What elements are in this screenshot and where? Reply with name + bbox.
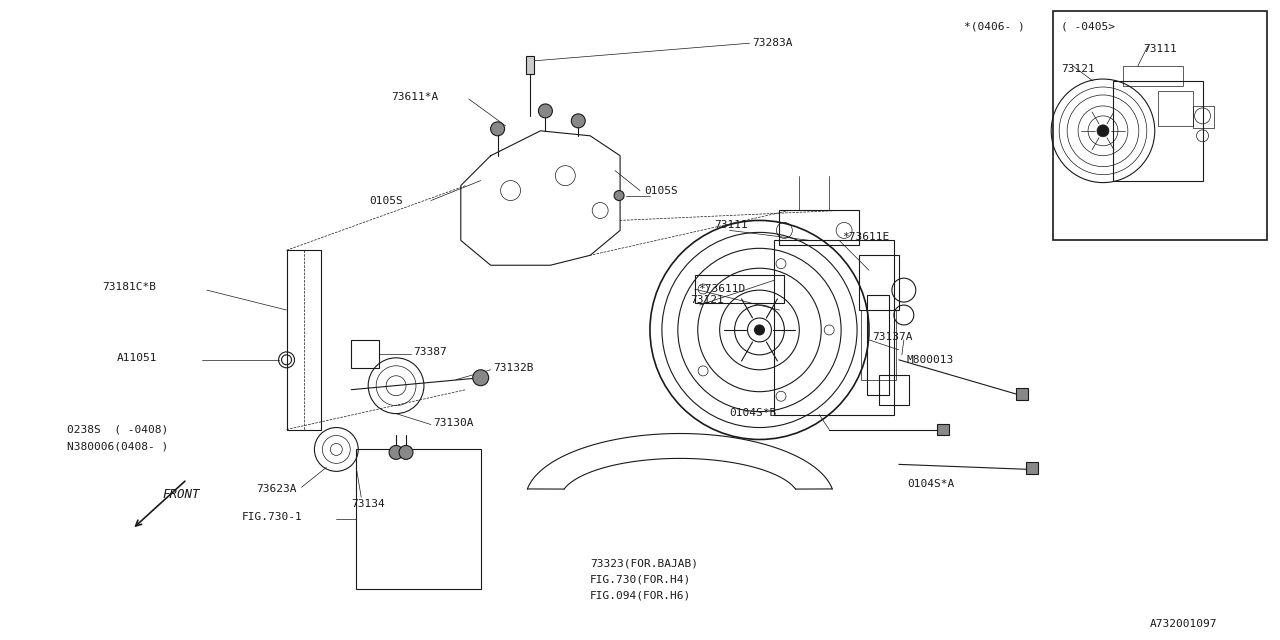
Circle shape bbox=[571, 114, 585, 128]
Text: 73611*A: 73611*A bbox=[392, 92, 438, 102]
Bar bbox=[1112, 81, 1202, 180]
Bar bbox=[861, 310, 896, 380]
Text: 0105S: 0105S bbox=[644, 186, 677, 196]
Text: 73323(FOR.BAJAB): 73323(FOR.BAJAB) bbox=[590, 559, 698, 569]
Text: 73111: 73111 bbox=[714, 220, 749, 230]
Bar bbox=[937, 424, 948, 435]
Bar bbox=[1123, 66, 1183, 86]
Bar bbox=[1027, 462, 1038, 474]
Circle shape bbox=[472, 370, 489, 386]
Circle shape bbox=[754, 325, 764, 335]
Bar bbox=[1053, 12, 1267, 241]
Circle shape bbox=[399, 445, 413, 460]
Bar bbox=[867, 295, 888, 395]
Bar bbox=[780, 211, 859, 245]
Bar bbox=[859, 255, 899, 310]
Bar bbox=[526, 56, 535, 74]
Text: 73121: 73121 bbox=[1061, 64, 1094, 74]
Text: ( -0405>: ( -0405> bbox=[1061, 21, 1115, 31]
Text: FRONT: FRONT bbox=[163, 488, 200, 500]
Text: 73111: 73111 bbox=[1143, 44, 1176, 54]
Circle shape bbox=[389, 445, 403, 460]
Bar bbox=[1157, 91, 1193, 126]
Bar bbox=[879, 375, 909, 404]
Text: N380006(0408- ): N380006(0408- ) bbox=[68, 442, 169, 451]
Text: *73611D: *73611D bbox=[698, 284, 745, 294]
Circle shape bbox=[539, 104, 553, 118]
Bar bbox=[1016, 388, 1028, 399]
Text: 73283A: 73283A bbox=[753, 38, 794, 48]
Text: *(0406- ): *(0406- ) bbox=[964, 21, 1024, 31]
Circle shape bbox=[490, 122, 504, 136]
Bar bbox=[351, 340, 379, 368]
Text: A732001097: A732001097 bbox=[1149, 619, 1217, 628]
Bar bbox=[1193, 106, 1215, 128]
Text: 73132B: 73132B bbox=[494, 363, 534, 372]
Text: 0238S  ( -0408): 0238S ( -0408) bbox=[68, 424, 169, 435]
Text: 0105S: 0105S bbox=[369, 196, 403, 205]
Text: 73130A: 73130A bbox=[433, 417, 474, 428]
Text: FIG.730-1: FIG.730-1 bbox=[242, 512, 302, 522]
Text: 0104S*B: 0104S*B bbox=[730, 408, 777, 417]
Text: 73181C*B: 73181C*B bbox=[102, 282, 156, 292]
Text: FIG.094(FOR.H6): FIG.094(FOR.H6) bbox=[590, 591, 691, 601]
Text: FIG.730(FOR.H4): FIG.730(FOR.H4) bbox=[590, 575, 691, 585]
Bar bbox=[695, 275, 785, 303]
Bar bbox=[356, 449, 481, 589]
Circle shape bbox=[1097, 125, 1108, 137]
Text: 73134: 73134 bbox=[351, 499, 385, 509]
Text: 73387: 73387 bbox=[413, 347, 447, 357]
Text: M800013: M800013 bbox=[906, 355, 954, 365]
Circle shape bbox=[614, 191, 625, 200]
Bar bbox=[774, 241, 893, 415]
Text: 73623A: 73623A bbox=[257, 484, 297, 494]
Text: 73121: 73121 bbox=[690, 295, 723, 305]
Text: 73137A: 73137A bbox=[872, 332, 913, 342]
Text: *73611E: *73611E bbox=[842, 232, 890, 243]
Text: 0104S*A: 0104S*A bbox=[906, 479, 954, 490]
Text: A11051: A11051 bbox=[118, 353, 157, 363]
